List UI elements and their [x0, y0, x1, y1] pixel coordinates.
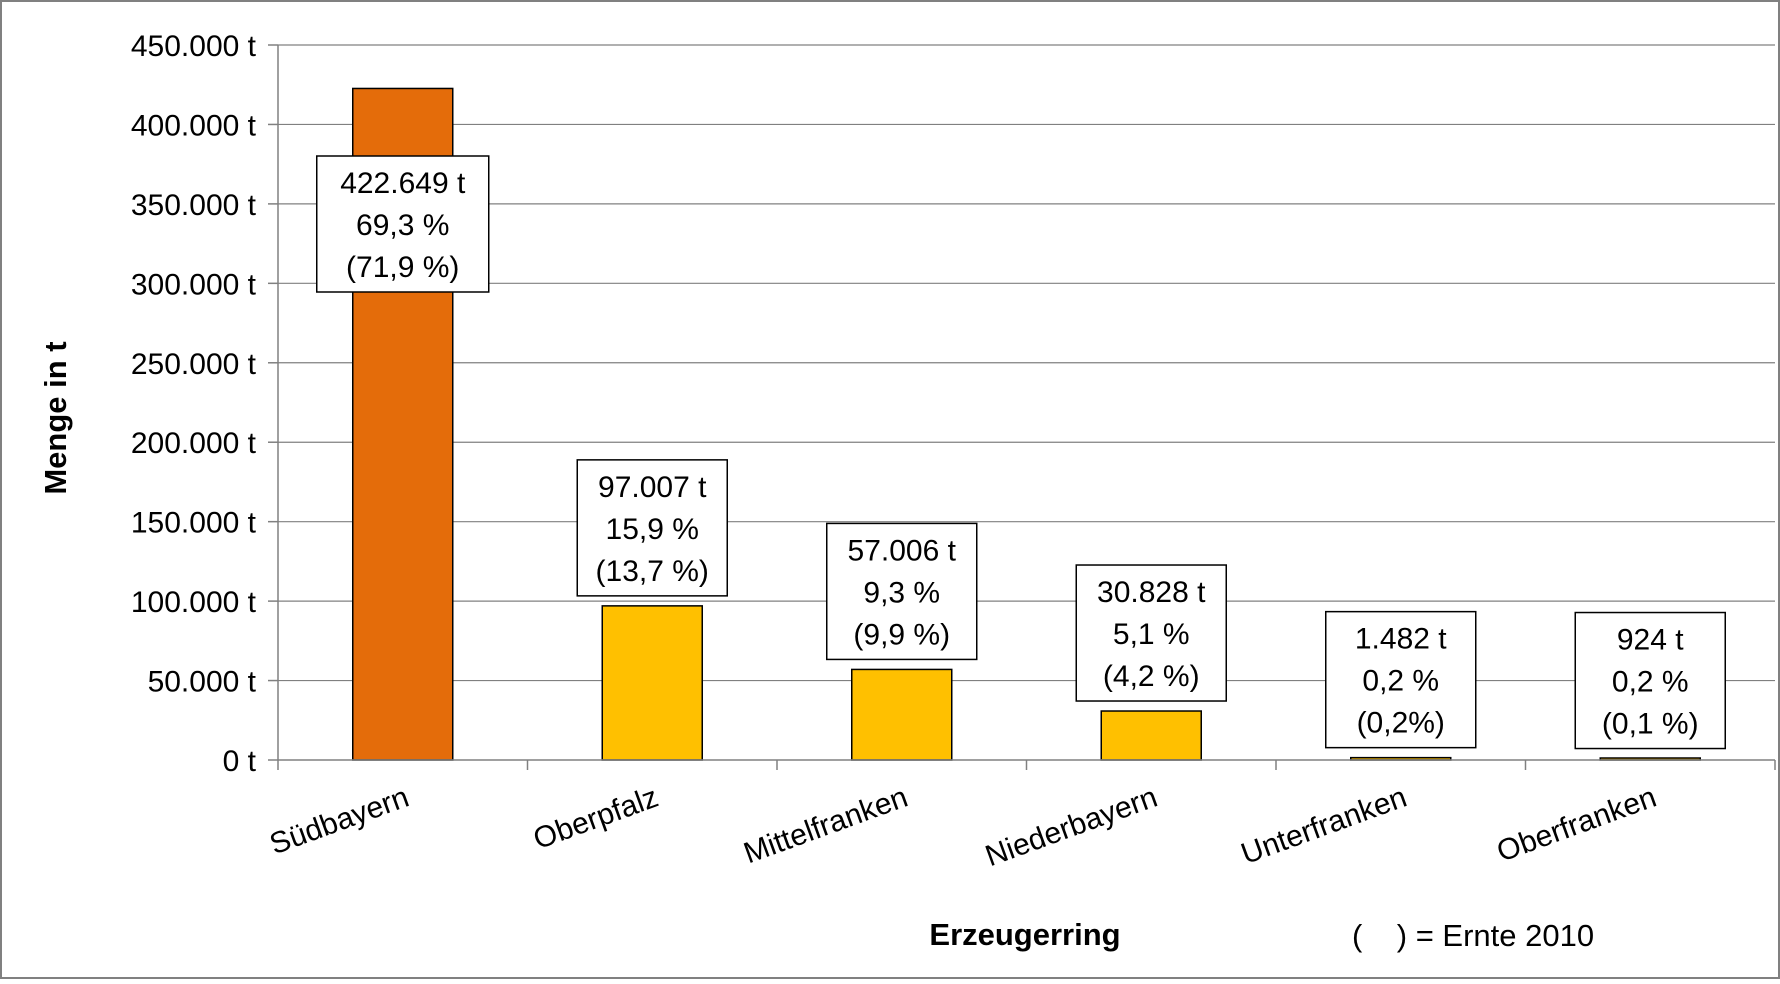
y-tick-label: 250.000 t: [131, 348, 257, 381]
y-tick-label: 0 t: [223, 745, 257, 778]
data-label-frame: [316, 155, 490, 293]
data-label: 30.828 t: [1097, 576, 1206, 609]
data-labels: 422.649 t 69,3 % (71,9 %) 97.007 t 15,9 % (13…: [316, 155, 1726, 750]
y-tick-label: 150.000 t: [131, 507, 257, 540]
y-tick-label: 300.000 t: [131, 268, 257, 301]
data-label-frame: [826, 522, 978, 661]
data-label: (0,1 %): [1602, 708, 1699, 741]
data-label: 15,9 %: [606, 513, 699, 546]
y-tick-label: 200.000 t: [131, 427, 257, 460]
data-label-frame: [1075, 564, 1227, 702]
data-label: (0,2%): [1357, 707, 1445, 740]
data-label: 1.482 t: [1355, 623, 1447, 656]
data-label: 69,3 %: [356, 209, 449, 242]
legend-note: ( ) = Ernte 2010: [1352, 918, 1594, 953]
data-label-box: 422.649 t 69,3 % (71,9 %): [316, 155, 490, 293]
data-label-frame: [1574, 611, 1726, 750]
y-tick-label: 400.000 t: [131, 109, 257, 142]
bar-niederbayern: [1100, 710, 1202, 761]
data-label-box: 30.828 t 5,1 % (4,2 %): [1075, 564, 1227, 702]
y-axis-title: Menge in t: [38, 341, 73, 494]
y-tick-label: 100.000 t: [131, 586, 257, 619]
data-label: (4,2 %): [1103, 660, 1200, 693]
bar-mittelfranken: [851, 668, 953, 761]
data-label: 9,3 %: [863, 576, 940, 609]
gridlines: [278, 44, 1775, 682]
data-label: (71,9 %): [346, 251, 459, 284]
data-label: 57.006 t: [848, 534, 957, 567]
data-label: 97.007 t: [598, 471, 707, 504]
data-label: 422.649 t: [340, 167, 466, 200]
data-label-box: 57.006 t 9,3 % (9,9 %): [826, 522, 978, 661]
y-tick-label: 50.000 t: [148, 666, 257, 699]
data-label: 924 t: [1617, 624, 1684, 657]
bar-oberpfalz: [601, 605, 703, 761]
x-axis-title: Erzeugerring: [929, 917, 1120, 952]
data-label-box: 97.007 t 15,9 % (13,7 %): [576, 459, 728, 597]
y-tick-label: 450.000 t: [131, 30, 257, 63]
data-label: (9,9 %): [853, 618, 950, 651]
data-label: 0,2 %: [1362, 665, 1439, 698]
data-label: 0,2 %: [1612, 666, 1689, 699]
data-label: 5,1 %: [1113, 618, 1190, 651]
data-label: (13,7 %): [596, 555, 709, 588]
y-tick-label: 350.000 t: [131, 189, 257, 222]
data-label-frame: [1325, 610, 1477, 749]
data-label-box: 924 t 0,2 % (0,1 %): [1574, 611, 1726, 750]
data-label-frame: [576, 459, 728, 597]
data-label-box: 1.482 t 0,2 % (0,2%): [1325, 610, 1477, 749]
